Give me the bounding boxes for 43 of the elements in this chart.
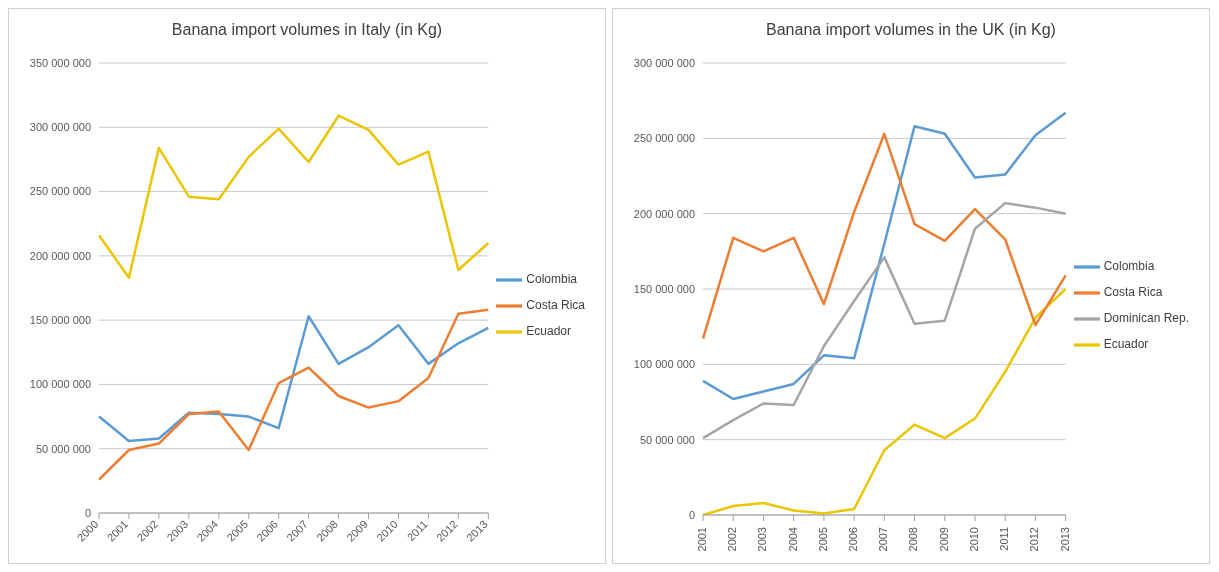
x-tick-label: 2013 bbox=[1058, 527, 1071, 552]
legend-label: Costa Rica bbox=[1103, 285, 1163, 300]
x-tick-label: 2003 bbox=[756, 527, 769, 552]
y-tick-label: 300 000 000 bbox=[633, 56, 695, 69]
x-tick-label: 2002 bbox=[726, 527, 739, 552]
y-tick-label: 350 000 000 bbox=[29, 56, 91, 69]
chart-title: Banana import volumes in the UK (in Kg) bbox=[765, 21, 1057, 40]
y-tick-label: 100 000 000 bbox=[633, 358, 695, 371]
chart-title: Banana import volumes in Italy (in Kg) bbox=[170, 21, 444, 40]
y-tick-label: 50 000 000 bbox=[35, 442, 91, 455]
y-tick-label: 50 000 000 bbox=[639, 433, 695, 446]
x-tick-label: 2011 bbox=[998, 527, 1011, 551]
x-tick-label: 2004 bbox=[786, 527, 799, 552]
legend-label: Ecuador bbox=[1103, 337, 1149, 352]
line-series bbox=[97, 114, 490, 279]
line-series bbox=[97, 308, 490, 481]
y-tick-label: 250 000 000 bbox=[633, 132, 695, 145]
legend-label: Colombia bbox=[1103, 259, 1155, 274]
y-tick-label: 200 000 000 bbox=[633, 207, 695, 220]
legend-label: Colombia bbox=[526, 272, 578, 287]
y-tick-label: 200 000 000 bbox=[29, 249, 91, 262]
x-tick-label: 2010 bbox=[967, 527, 980, 552]
x-tick-label: 2001 bbox=[695, 527, 708, 552]
y-tick-label: 100 000 000 bbox=[29, 378, 91, 391]
legend-label: Costa Rica bbox=[526, 298, 585, 313]
y-tick-label: 300 000 000 bbox=[29, 121, 91, 134]
y-tick-label: 150 000 000 bbox=[29, 314, 91, 327]
legend-label: Ecuador bbox=[526, 324, 572, 339]
y-tick-label: 0 bbox=[688, 508, 695, 521]
x-tick-label: 2006 bbox=[847, 527, 859, 552]
x-tick-label: 2009 bbox=[937, 527, 950, 552]
y-tick-label: 250 000 000 bbox=[29, 185, 91, 198]
x-tick-label: 2008 bbox=[907, 527, 920, 552]
line-series bbox=[701, 132, 1067, 340]
x-tick-label: 2012 bbox=[1028, 527, 1041, 552]
line-series bbox=[701, 111, 1067, 401]
legend-label: Dominican Rep. bbox=[1103, 311, 1189, 326]
y-tick-label: 150 000 000 bbox=[633, 282, 695, 295]
x-tick-label: 2005 bbox=[816, 527, 829, 552]
y-tick-label: 0 bbox=[84, 506, 91, 519]
line-series bbox=[701, 201, 1067, 440]
line-series bbox=[97, 315, 490, 443]
x-tick-label: 2007 bbox=[877, 527, 890, 552]
